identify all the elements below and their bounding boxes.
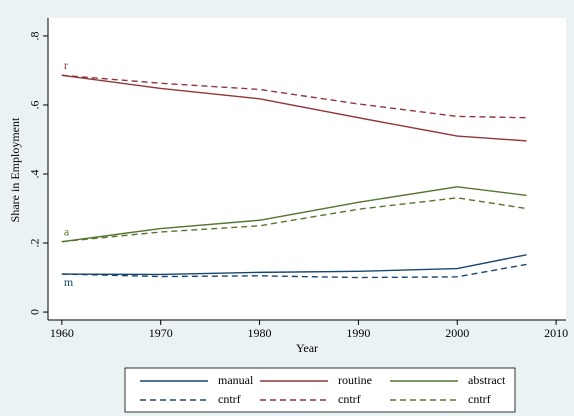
x-tick-label: 1960: [50, 326, 74, 340]
x-tick-label: 2010: [544, 326, 568, 340]
series-line: [61, 74, 527, 142]
series-line: [61, 186, 527, 243]
legend-label: abstract: [468, 373, 506, 387]
x-tick-label: 1980: [248, 326, 272, 340]
annotation: m: [64, 275, 74, 289]
legend: [124, 367, 516, 413]
y-tick-label: .4: [28, 170, 42, 179]
legend-label: manual: [218, 373, 254, 387]
series-line: [61, 197, 527, 243]
legend-label: routine: [338, 373, 372, 387]
legend-label: cntrf: [218, 392, 241, 406]
y-tick-label: .8: [28, 31, 42, 40]
y-tick-label: 0: [28, 309, 42, 315]
x-axis-title: Year: [296, 341, 318, 355]
annotation: r: [64, 58, 68, 72]
legend-label: cntrf: [338, 392, 361, 406]
plot-area: [48, 18, 566, 320]
y-tick-label: .2: [28, 239, 42, 248]
annotation: a: [64, 224, 70, 238]
x-tick-label: 1970: [149, 326, 173, 340]
series-line: [61, 254, 527, 276]
series-line: [61, 263, 527, 279]
x-tick-label: 2000: [445, 326, 469, 340]
y-axis-title: Share in Employment: [8, 117, 22, 222]
legend-label: cntrf: [468, 392, 491, 406]
y-tick-label: .6: [28, 100, 42, 109]
x-tick-label: 1990: [346, 326, 370, 340]
series-line: [61, 74, 527, 119]
